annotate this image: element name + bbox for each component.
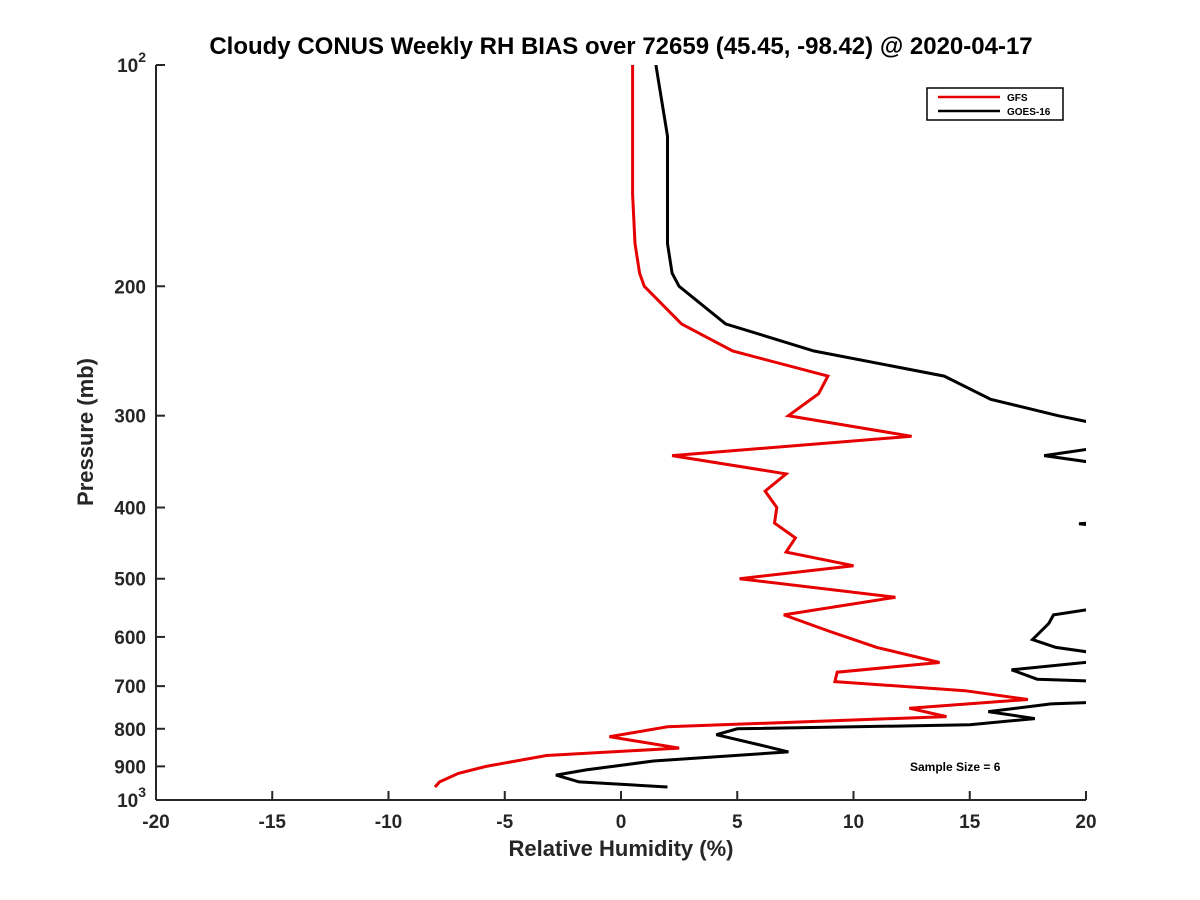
y-axis-label: Pressure (mb) (73, 358, 98, 506)
y-axis-ticks: 102 200 300 400 500 600 700 800 900 103 (114, 49, 165, 812)
y-tick-label: 600 (114, 628, 146, 649)
legend-box (926, 87, 1064, 121)
chart-title: Cloudy CONUS Weekly RH BIAS over 72659 (… (209, 33, 1032, 60)
legend: GFS GOES-16 (926, 87, 1064, 121)
series-line-gfs (433, 65, 1029, 789)
y-tick-label: 700 (114, 677, 146, 698)
series-line-goes16 (555, 701, 1086, 789)
series-layer (433, 65, 1086, 789)
y-tick-label: 500 (114, 570, 146, 591)
x-tick-label: 20 (1075, 812, 1096, 833)
y-tick-label: 103 (117, 784, 146, 812)
series-line-goes16 (1043, 447, 1086, 464)
x-tick-label: -15 (259, 812, 287, 833)
y-tick-label: 800 (114, 720, 146, 741)
legend-label-gfs: GFS (1007, 93, 1028, 104)
x-axis-label: Relative Humidity (%) (509, 836, 734, 861)
x-tick-label: 0 (616, 812, 627, 833)
y-tick-label: 900 (114, 757, 146, 778)
y-tick-label: 400 (114, 499, 146, 520)
series-line-goes16 (1078, 521, 1086, 527)
x-tick-label: -10 (375, 812, 402, 833)
legend-label-goes16: GOES-16 (1007, 107, 1051, 118)
y-tick-label: 300 (114, 407, 146, 428)
x-tick-label: -20 (142, 812, 169, 833)
x-tick-label: 10 (843, 812, 864, 833)
x-tick-label: 15 (959, 812, 981, 833)
y-tick-label: 102 (117, 49, 146, 77)
x-axis-ticks: -20 -15 -10 -5 0 5 10 15 20 (142, 791, 1097, 833)
x-tick-label: -5 (496, 812, 513, 833)
sample-size-annotation: Sample Size = 6 (910, 760, 1001, 774)
series-line-goes16 (1011, 608, 1086, 683)
x-tick-label: 5 (732, 812, 743, 833)
series-line-goes16 (654, 65, 1086, 423)
y-tick-label: 200 (114, 277, 146, 298)
